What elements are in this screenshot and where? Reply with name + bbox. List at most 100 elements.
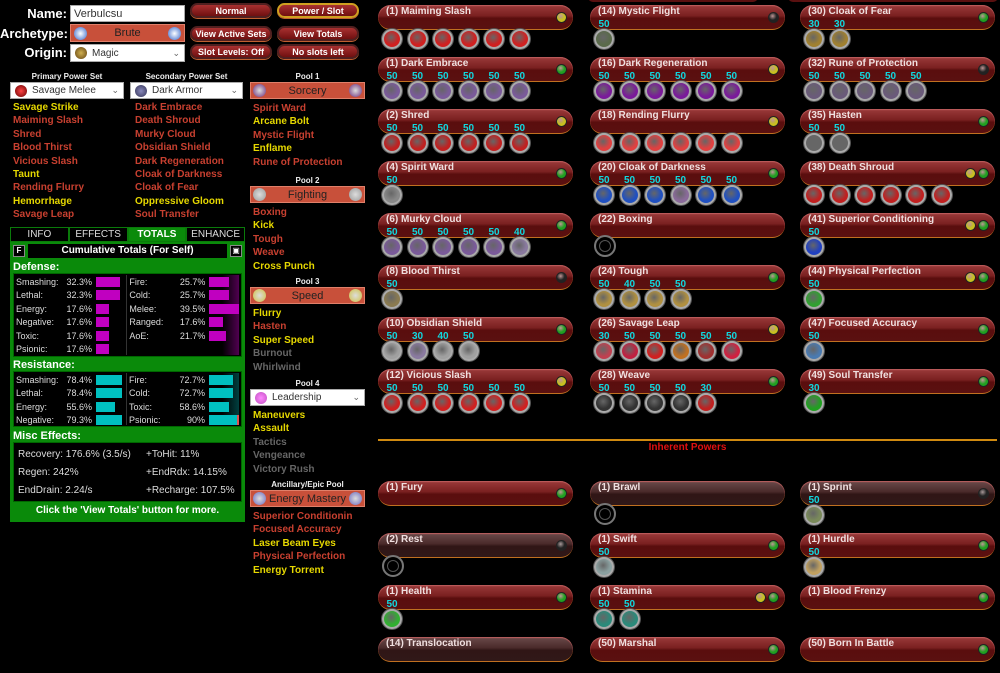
enhancement-slot-icon[interactable] bbox=[407, 29, 428, 49]
view-totals-button[interactable]: View Totals bbox=[277, 26, 359, 41]
power-bar[interactable]: (6) Murky Cloud bbox=[378, 213, 573, 238]
enhancement-slot-icon[interactable] bbox=[670, 185, 691, 205]
enhancement-slot-icon[interactable] bbox=[382, 81, 402, 101]
enhancement-slot-icon[interactable] bbox=[804, 557, 824, 577]
enhancement-slot-icon[interactable] bbox=[721, 81, 742, 101]
enhancement-slot-icon[interactable] bbox=[829, 185, 850, 205]
enhancement-slot-icon[interactable] bbox=[619, 133, 640, 153]
enhancement-slot-icon[interactable] bbox=[804, 237, 824, 257]
power-bar[interactable]: (14) Mystic Flight bbox=[590, 5, 785, 30]
power-bar[interactable]: (1) Maiming Slash bbox=[378, 5, 573, 30]
power-list-item[interactable]: Murky Cloud bbox=[135, 128, 196, 140]
power-bar[interactable]: (28) Weave bbox=[590, 369, 785, 394]
power-bar[interactable]: (1) Health bbox=[378, 585, 573, 610]
power-list-item[interactable]: Tough bbox=[253, 233, 283, 245]
power-list-item[interactable]: Hasten bbox=[253, 321, 287, 333]
pool-selector[interactable]: Energy Mastery bbox=[250, 490, 365, 507]
power-list-item[interactable]: Cross Punch bbox=[253, 260, 315, 272]
empty-slot-icon[interactable] bbox=[594, 235, 616, 257]
power-slot-button[interactable]: Power / Slot bbox=[277, 3, 359, 18]
power-list-item[interactable]: Soul Transfer bbox=[135, 209, 199, 221]
enhancement-slot-icon[interactable] bbox=[829, 29, 850, 49]
power-bar[interactable]: (16) Dark Regeneration bbox=[590, 57, 785, 82]
enhancement-slot-icon[interactable] bbox=[804, 341, 824, 361]
f-button[interactable]: F bbox=[13, 245, 25, 257]
enhancement-slot-icon[interactable] bbox=[594, 393, 614, 413]
enhancement-slot-icon[interactable] bbox=[804, 133, 824, 153]
enhancement-slot-icon[interactable] bbox=[804, 29, 824, 49]
power-list-item[interactable]: Energy Torrent bbox=[253, 564, 324, 576]
enhancement-slot-icon[interactable] bbox=[696, 393, 716, 413]
enhancement-slot-icon[interactable] bbox=[594, 133, 614, 153]
power-list-item[interactable]: Vengeance bbox=[253, 450, 306, 462]
power-list-item[interactable]: Assault bbox=[253, 423, 290, 435]
power-list-item[interactable]: Obsidian Shield bbox=[135, 142, 211, 154]
power-bar[interactable]: (4) Spirit Ward bbox=[378, 161, 573, 186]
power-list-item[interactable]: Oppressive Gloom bbox=[135, 195, 224, 207]
enhancement-slot-icon[interactable] bbox=[484, 393, 504, 413]
power-bar[interactable]: (22) Boxing bbox=[590, 213, 785, 238]
enhancement-slot-icon[interactable] bbox=[407, 341, 428, 361]
power-list-item[interactable]: Boxing bbox=[253, 207, 287, 218]
enhancement-slot-icon[interactable] bbox=[880, 185, 901, 205]
enhancement-slot-icon[interactable] bbox=[670, 81, 691, 101]
pool-prev-icon[interactable] bbox=[253, 188, 266, 201]
enhancement-slot-icon[interactable] bbox=[594, 29, 614, 49]
enhancement-slot-icon[interactable] bbox=[645, 185, 665, 205]
enhancement-slot-icon[interactable] bbox=[509, 237, 530, 257]
enhancement-slot-icon[interactable] bbox=[594, 185, 614, 205]
enhancement-slot-icon[interactable] bbox=[382, 185, 402, 205]
enhancement-slot-icon[interactable] bbox=[382, 133, 402, 153]
tab-totals[interactable]: TOTALS bbox=[127, 227, 187, 242]
power-list-item[interactable]: Weave bbox=[253, 247, 285, 259]
power-bar[interactable]: (20) Cloak of Darkness bbox=[590, 161, 785, 186]
secondary-set-dropdown[interactable]: Dark Armor ⌄ bbox=[130, 82, 243, 99]
enhancement-slot-icon[interactable] bbox=[931, 185, 952, 205]
power-list-item[interactable]: Hemorrhage bbox=[13, 195, 72, 207]
pool-next-icon[interactable] bbox=[349, 84, 362, 97]
power-bar[interactable]: (1) Stamina bbox=[590, 585, 785, 610]
enhancement-slot-icon[interactable] bbox=[382, 237, 402, 257]
enhancement-slot-icon[interactable] bbox=[407, 133, 428, 153]
power-bar[interactable]: (8) Blood Thirst bbox=[378, 265, 573, 290]
power-list-item[interactable]: Super Speed bbox=[253, 334, 315, 346]
enhancement-slot-icon[interactable] bbox=[645, 393, 665, 413]
pool-dropdown[interactable]: Leadership ⌄ bbox=[250, 389, 365, 406]
popout-icon[interactable]: ▣ bbox=[230, 245, 242, 257]
enhancement-slot-icon[interactable] bbox=[509, 393, 530, 413]
power-bar[interactable]: (38) Death Shroud bbox=[800, 161, 995, 186]
power-bar[interactable]: (1) Sprint bbox=[800, 481, 995, 506]
power-list-item[interactable]: Dark Regeneration bbox=[135, 155, 224, 167]
enhancement-slot-icon[interactable] bbox=[670, 289, 691, 309]
power-list-item[interactable]: Rending Flurry bbox=[13, 182, 85, 194]
enhancement-slot-icon[interactable] bbox=[594, 341, 614, 361]
enhancement-slot-icon[interactable] bbox=[619, 393, 640, 413]
archetype-selector[interactable]: Brute bbox=[70, 24, 185, 42]
power-bar[interactable]: (1) Hurdle bbox=[800, 533, 995, 558]
pool-prev-icon[interactable] bbox=[253, 492, 266, 505]
power-list-item[interactable]: Shred bbox=[13, 128, 42, 140]
power-bar[interactable]: (2) Rest bbox=[378, 533, 573, 558]
power-list-item[interactable]: Whirlwind bbox=[253, 361, 301, 373]
enhancement-slot-icon[interactable] bbox=[619, 341, 640, 361]
enhancement-slot-icon[interactable] bbox=[433, 29, 453, 49]
power-bar[interactable]: (1) Dark Embrace bbox=[378, 57, 573, 82]
enhancement-slot-icon[interactable] bbox=[804, 289, 824, 309]
power-list-item[interactable]: Cloak of Darkness bbox=[135, 168, 223, 180]
enhancement-slot-icon[interactable] bbox=[382, 393, 402, 413]
enhancement-slot-icon[interactable] bbox=[721, 133, 742, 153]
power-list-item[interactable]: Arcane Bolt bbox=[253, 116, 310, 128]
enhancement-slot-icon[interactable] bbox=[619, 81, 640, 101]
power-bar[interactable]: (50) Born In Battle bbox=[800, 637, 995, 662]
enhancement-slot-icon[interactable] bbox=[880, 81, 901, 101]
power-bar[interactable]: (41) Superior Conditioning bbox=[800, 213, 995, 238]
power-list-item[interactable]: Dark Embrace bbox=[135, 102, 203, 113]
enhancement-slot-icon[interactable] bbox=[594, 609, 614, 629]
power-bar[interactable]: (35) Hasten bbox=[800, 109, 995, 134]
pool-prev-icon[interactable] bbox=[253, 289, 266, 302]
power-list-item[interactable]: Spirit Ward bbox=[253, 103, 306, 114]
enhancement-slot-icon[interactable] bbox=[670, 133, 691, 153]
enhancement-slot-icon[interactable] bbox=[433, 133, 453, 153]
pool-selector[interactable]: Fighting bbox=[250, 186, 365, 203]
enhancement-slot-icon[interactable] bbox=[594, 81, 614, 101]
